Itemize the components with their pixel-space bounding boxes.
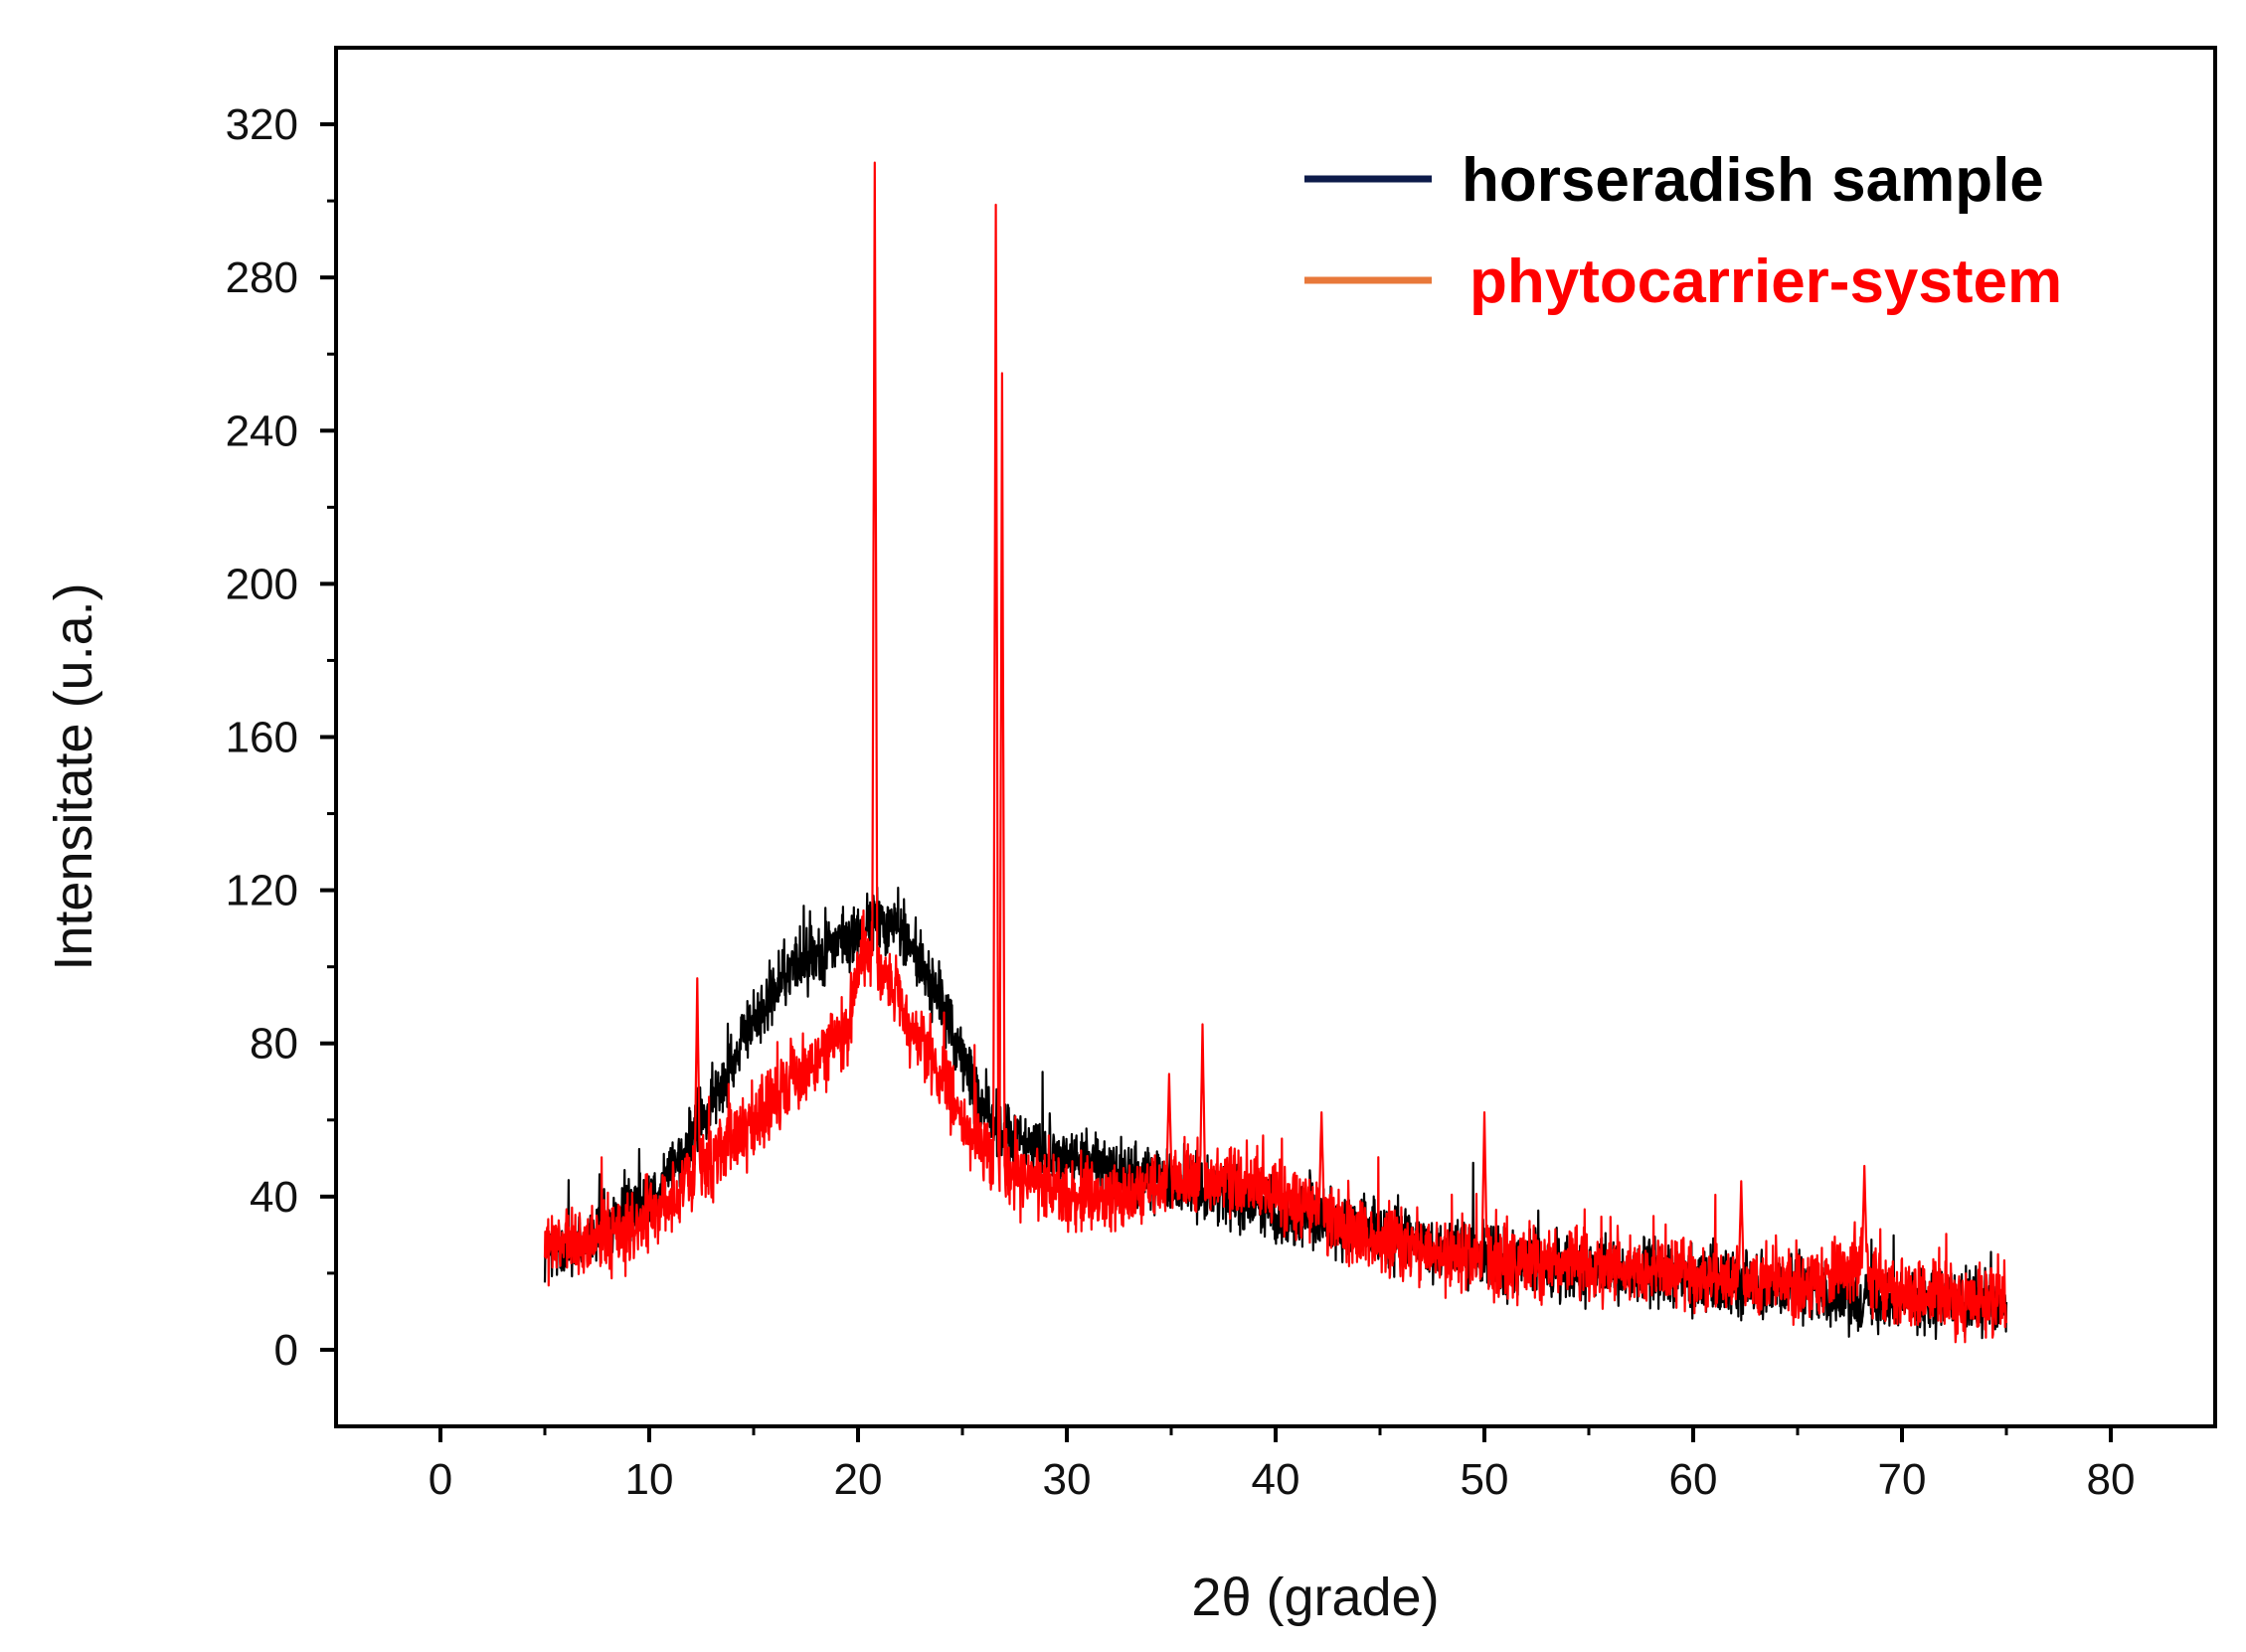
series-line-phytocarrier <box>543 161 2008 1344</box>
y-tick-label: 40 <box>250 1173 298 1222</box>
y-tick-label: 80 <box>250 1020 298 1069</box>
y-tick-label: 160 <box>226 714 298 762</box>
y-tick-label: 320 <box>226 100 298 149</box>
x-tick-label: 60 <box>1669 1455 1718 1504</box>
y-tick-label: 240 <box>226 407 298 455</box>
y-tick-label: 120 <box>226 867 298 915</box>
y-axis-ticks: 0 40 80 120 160 200 240 280 320 <box>226 100 336 1375</box>
x-tick-label: 10 <box>625 1455 674 1504</box>
x-axis-title: 2θ (grade) <box>1191 1568 1439 1627</box>
y-axis-title: Intensitate (u.a.) <box>44 582 103 970</box>
legend-label-horseradish: horseradish sample <box>1462 146 2044 215</box>
x-tick-label: 70 <box>1878 1455 1927 1504</box>
y-tick-label: 280 <box>226 253 298 302</box>
x-tick-label: 50 <box>1461 1455 1509 1504</box>
series-line-horseradish <box>543 886 2008 1341</box>
y-tick-label: 200 <box>226 560 298 608</box>
x-tick-label: 40 <box>1252 1455 1300 1504</box>
x-tick-label: 20 <box>834 1455 883 1504</box>
x-tick-label: 0 <box>429 1455 452 1504</box>
legend: horseradish sample phytocarrier-system <box>1304 146 2062 316</box>
x-tick-label: 30 <box>1043 1455 1092 1504</box>
legend-label-phytocarrier: phytocarrier-system <box>1469 248 2062 316</box>
x-tick-label: 80 <box>2087 1455 2136 1504</box>
series-layer <box>543 161 2008 1344</box>
x-axis-ticks: 0 10 20 30 40 50 60 70 80 <box>429 1426 2136 1504</box>
y-tick-label: 0 <box>274 1326 298 1375</box>
